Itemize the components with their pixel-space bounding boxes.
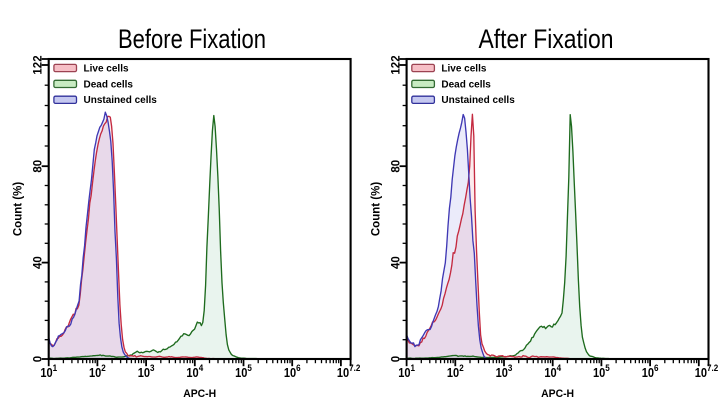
svg-text:Count (%): Count (%) [13,182,25,236]
svg-text:APC-H: APC-H [541,388,574,400]
svg-text:80: 80 [390,160,402,173]
svg-text:Dead cells: Dead cells [84,79,134,90]
svg-text:40: 40 [390,256,402,269]
svg-text:Live cells: Live cells [84,63,129,74]
svg-text:Unstained cells: Unstained cells [441,95,515,106]
svg-text:80: 80 [33,160,45,173]
svg-text:Before Fixation: Before Fixation [118,24,266,54]
svg-text:Dead cells: Dead cells [441,79,491,90]
svg-text:Live cells: Live cells [441,63,486,74]
svg-text:0: 0 [33,356,45,362]
svg-text:40: 40 [33,256,45,269]
svg-text:122: 122 [33,55,45,74]
svg-text:APC-H: APC-H [183,388,216,400]
svg-text:122: 122 [390,55,402,74]
svg-text:Count (%): Count (%) [371,182,383,236]
svg-text:0: 0 [390,356,402,362]
svg-text:After Fixation: After Fixation [479,24,614,54]
svg-text:Unstained cells: Unstained cells [84,95,158,106]
